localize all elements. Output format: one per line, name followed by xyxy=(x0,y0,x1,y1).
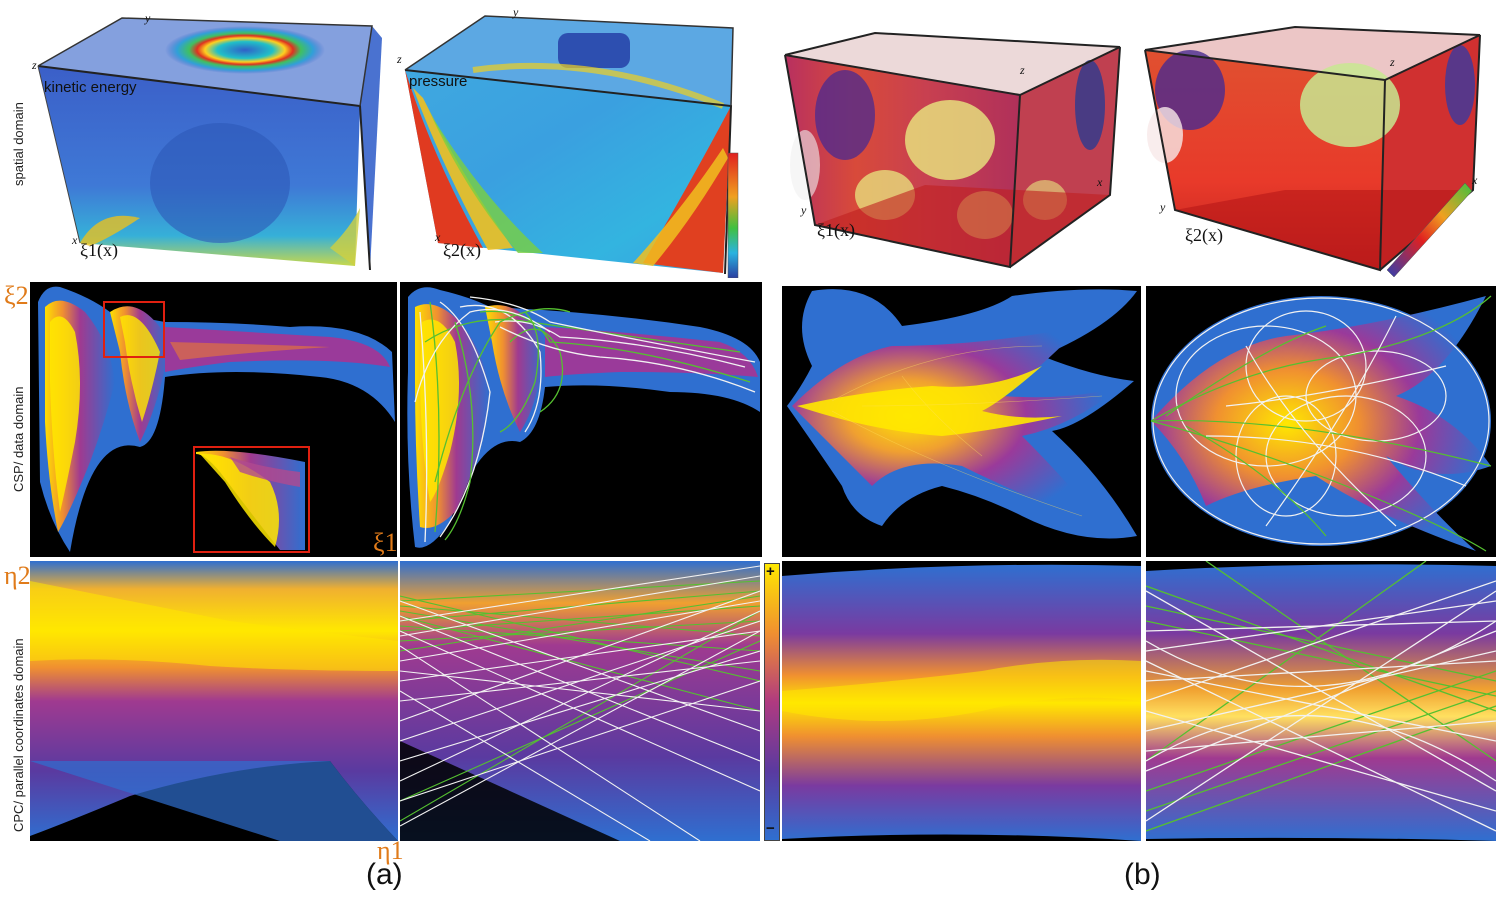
cube-axis-y-4: y xyxy=(1160,200,1166,214)
cube-b-xi2: z x y ξ2(x) xyxy=(1135,15,1500,280)
field-label-b-xi2: ξ2(x) xyxy=(1185,225,1224,245)
cube-axis-y-3: y xyxy=(801,203,807,217)
row-label-cpc: CPC/ parallel coordinates domain xyxy=(11,638,26,832)
cube-axis-x-4: x xyxy=(1472,173,1478,187)
axis-label-xi2: ξ2 xyxy=(4,281,29,310)
cpc-density-b xyxy=(782,561,1141,841)
cube-axis-z: z xyxy=(32,58,37,72)
cube-pressure: pressure y z x ξ2(x) xyxy=(393,8,748,278)
cube-axis-x-2: x xyxy=(435,230,441,244)
cube-axis-y-2: y xyxy=(513,8,519,19)
cube-axis-z-2: z xyxy=(397,52,402,66)
colorbar-plus: + xyxy=(766,563,775,580)
row-label-csp: CSP/ data domain xyxy=(11,386,26,492)
cube-b-xi1: z x y ξ1(x) xyxy=(775,25,1130,275)
cube-title-kinetic-energy: kinetic energy xyxy=(44,79,137,96)
cube-axis-z-3: z xyxy=(1020,63,1025,77)
field-label-xi2: ξ2(x) xyxy=(443,240,482,260)
cube-title-pressure: pressure xyxy=(409,73,468,90)
cpc-lines-a xyxy=(400,561,760,841)
colorbar-minus: − xyxy=(766,820,775,837)
axis-label-xi1: ξ1 xyxy=(373,528,398,557)
csp-density-b xyxy=(782,286,1141,557)
csp-density-a xyxy=(30,282,397,557)
cube-axis-y: y xyxy=(145,11,151,25)
field-label-b-xi1: ξ1(x) xyxy=(817,220,856,240)
cube-kinetic-energy: kinetic energy y z x ξ1(x) xyxy=(30,8,395,273)
cpc-lines-b xyxy=(1146,561,1496,841)
row-label-spatial: spatial domain xyxy=(11,102,26,186)
axis-label-eta2: η2 xyxy=(4,561,31,590)
cube-axis-z-4: z xyxy=(1390,55,1395,69)
csp-lines-b xyxy=(1146,286,1496,557)
cpc-density-a xyxy=(30,561,398,841)
caption-b: (b) xyxy=(1124,858,1161,891)
cube-axis-x-3: x xyxy=(1097,175,1103,189)
colorbar-a xyxy=(764,563,780,841)
csp-lines-a xyxy=(400,282,762,557)
axis-label-eta1: η1 xyxy=(377,836,404,865)
cube-axis-x: x xyxy=(72,233,78,247)
field-label-xi1: ξ1(x) xyxy=(80,240,119,260)
caption-a: (a) xyxy=(366,858,403,891)
